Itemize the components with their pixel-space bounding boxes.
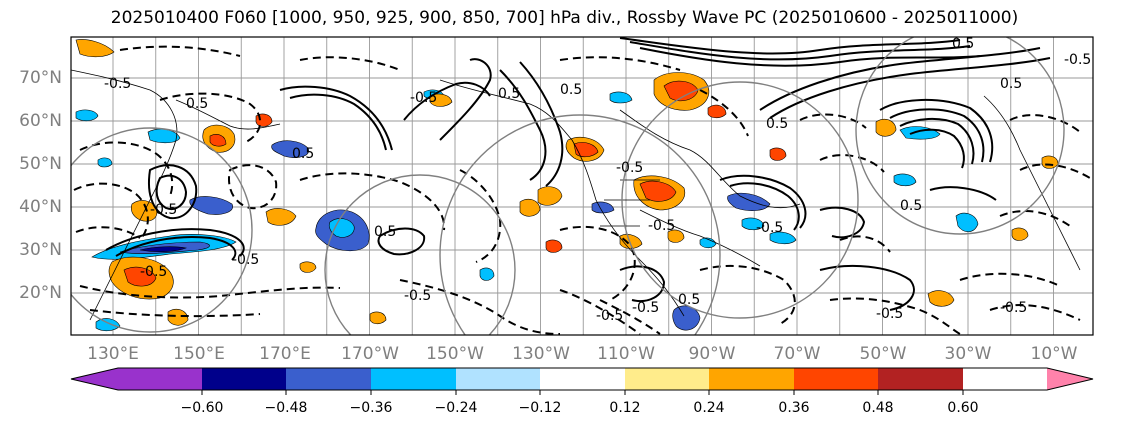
contour-label: -0.5 — [410, 90, 437, 106]
colorbar-tick-label: −0.12 — [518, 400, 562, 416]
colorbar-segment — [202, 368, 286, 390]
lon-label-150w: 150°W — [426, 344, 484, 364]
negative-contours — [73, 45, 1091, 335]
contour-label: -0.5 — [140, 264, 167, 280]
colorbar-segment — [709, 368, 794, 390]
colorbar-segment — [878, 368, 963, 390]
map-frame — [70, 36, 1094, 336]
lon-label-30w: 30°W — [944, 344, 992, 364]
contour-label: 0.5 — [1000, 76, 1022, 92]
contour-label: -0.5 — [150, 202, 177, 218]
contour-label: -0.5 — [1064, 52, 1091, 68]
lon-label-170e: 170°E — [259, 344, 311, 364]
contour-label: -0.5 — [648, 218, 675, 234]
colorbar-extend-low — [71, 368, 118, 390]
lat-label-20n: 20°N — [19, 283, 62, 303]
coastlines — [71, 69, 1081, 321]
colorbar-tick-label: −0.24 — [434, 400, 478, 416]
contour-label: 0.5 — [374, 224, 396, 240]
lon-label-90w: 90°W — [688, 344, 736, 364]
lon-label-70w: 70°W — [773, 344, 821, 364]
colorbar-segment — [286, 368, 371, 390]
contour-label: 0.5 — [292, 146, 314, 162]
graticule — [71, 37, 1093, 335]
colorbar-segment — [118, 368, 202, 390]
colorbar-tick-label: 0.48 — [862, 400, 894, 416]
contour-label: 0.5 — [186, 96, 208, 112]
colorbar-tick-label: −0.60 — [180, 400, 224, 416]
lon-label-130w: 130°W — [512, 344, 570, 364]
lat-label-50n: 50°N — [19, 154, 62, 174]
colorbar-tick-label: −0.48 — [264, 400, 308, 416]
colorbar-ticks — [201, 390, 964, 395]
lon-label-170w: 170°W — [341, 344, 399, 364]
colorbar-outline — [70, 367, 1094, 391]
colorbar-tick-label: −0.36 — [349, 400, 393, 416]
contour-label: -0.5 — [104, 76, 131, 92]
contour-label: -0.5 — [1000, 300, 1027, 316]
lat-label-40n: 40°N — [19, 197, 62, 217]
contour-label: 0.5 — [498, 86, 520, 102]
lat-label-60n: 60°N — [19, 111, 62, 131]
contour-label: -0.5 — [596, 308, 623, 324]
contour-label: 0.5 — [678, 292, 700, 308]
colorbar-tick-label: 0.12 — [609, 400, 641, 416]
reference-circles — [71, 37, 1065, 335]
contour-labels: -0.50.5-0.50.5-0.50.5-0.5 0.5-0.50.5-0.5-… — [104, 36, 1091, 324]
positive-shading — [75, 39, 1059, 326]
colorbar-segment — [371, 368, 456, 390]
colorbar-segment — [456, 368, 540, 390]
colorbar — [70, 367, 1094, 391]
lon-label-110w: 110°W — [597, 344, 655, 364]
colorbar-tick-label: 0.24 — [693, 400, 725, 416]
colorbar-tick-label: 0.36 — [778, 400, 810, 416]
lon-label-10w: 10°W — [1030, 344, 1078, 364]
contour-label: 0.5 — [560, 82, 582, 98]
lon-label-130e: 130°E — [87, 344, 139, 364]
contour-label: -0.5 — [756, 220, 783, 236]
lon-label-150e: 150°E — [173, 344, 225, 364]
colorbar-segment — [794, 368, 878, 390]
contour-label: 0.5 — [766, 116, 788, 132]
contour-label: 0.5 — [952, 36, 974, 52]
contour-label: -0.5 — [232, 252, 259, 268]
map-title: 2025010400 F060 [1000, 950, 925, 900, 85… — [110, 8, 1019, 28]
positive-contours — [105, 37, 1051, 311]
contour-label: -0.5 — [632, 300, 659, 316]
colorbar-segment — [540, 368, 625, 390]
lon-label-50w: 50°W — [859, 344, 907, 364]
contour-label: 0.5 — [900, 198, 922, 214]
colorbar-tick-label: 0.60 — [947, 400, 979, 416]
lat-label-70n: 70°N — [19, 68, 62, 88]
contour-label: -0.5 — [404, 288, 431, 304]
contour-label: -0.5 — [616, 160, 643, 176]
lat-label-30n: 30°N — [19, 240, 62, 260]
negative-shading — [75, 89, 979, 332]
colorbar-segment — [625, 368, 709, 390]
contour-label: -0.5 — [876, 306, 903, 322]
colorbar-extend-high — [1047, 368, 1093, 390]
